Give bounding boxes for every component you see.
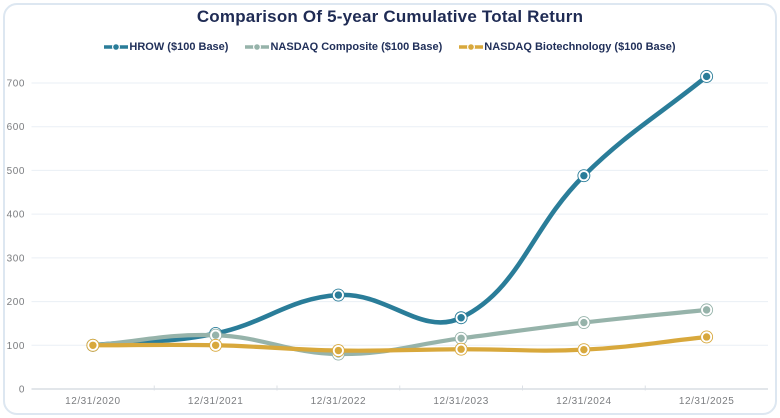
data-point [334,291,343,299]
x-axis-tick-label: 12/31/2025 [679,396,735,407]
x-axis-tick-label: 12/31/2021 [188,396,244,407]
data-point [89,341,97,349]
legend-item[interactable]: HROW ($100 Base) [104,41,228,53]
y-axis-tick-label: 300 [7,253,25,264]
data-point [702,333,711,341]
data-point [580,171,588,180]
data-point [211,341,220,349]
legend-label: HROW ($100 Base) [129,41,229,53]
x-axis-tick-label: 12/31/2022 [311,396,367,407]
legend-item[interactable]: NASDAQ Biotechnology ($100 Base) [459,41,676,53]
chart-legend: HROW ($100 Base) NASDAQ Composite ($100 B… [0,41,780,53]
data-point [334,346,343,355]
legend-label: NASDAQ Biotechnology ($100 Base) [484,41,676,53]
data-point [457,314,465,322]
series-line [90,334,709,353]
data-point [211,331,220,339]
data-point [457,345,465,353]
y-axis-tick-label: 400 [7,210,25,221]
y-axis-tick-label: 100 [7,341,25,352]
x-axis-tick-label: 12/31/2020 [65,396,121,407]
data-point [580,318,588,327]
legend-line-dot-icon [104,42,129,52]
x-axis-tick-label: 12/31/2023 [433,396,489,407]
x-axis-tick-label: 12/31/2024 [556,396,612,407]
data-point [702,306,711,314]
legend-line-dot-icon [245,42,270,52]
y-axis-tick-label: 600 [7,122,25,133]
data-point [580,345,588,354]
legend-label: NASDAQ Composite ($100 Base) [270,41,443,53]
y-axis-tick-label: 200 [7,297,25,308]
y-axis-tick-label: 500 [7,166,25,177]
chart-title: Comparison Of 5-year Cumulative Total Re… [196,7,584,26]
legend-line-dot-icon [459,42,484,52]
data-point [457,334,465,342]
y-axis-tick-label: 0 [19,385,25,396]
legend-item[interactable]: NASDAQ Composite ($100 Base) [245,41,442,53]
y-axis-tick-label: 700 [7,79,25,90]
series-line [90,74,709,348]
data-point [702,72,711,81]
